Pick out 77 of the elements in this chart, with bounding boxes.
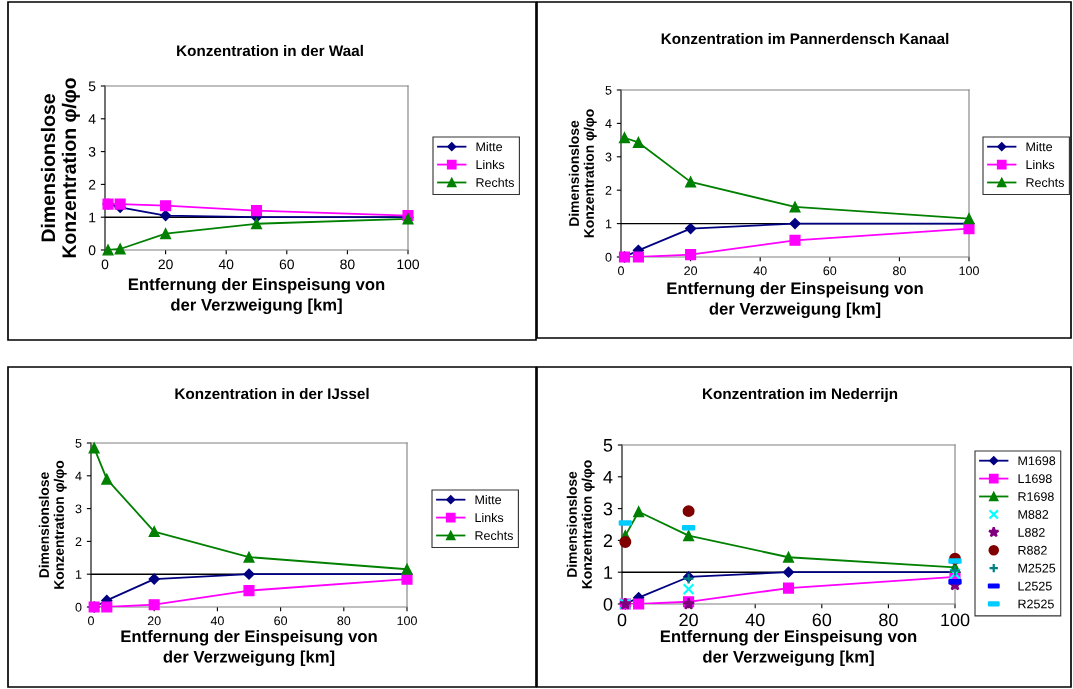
legend-label: M2525 (1018, 563, 1056, 573)
legend-label: Mitte (475, 495, 502, 505)
x-tick-label: 100 (397, 259, 420, 270)
y-axis-title: Dimensionslose Konzentration φ/φo (568, 109, 597, 238)
y-tick-label: 0 (88, 245, 96, 256)
chart-title: Konzentration in der Waal (177, 44, 363, 57)
x-axis-title: Entfernung der Einspeisung von der Verzweigung [km] (660, 629, 917, 667)
y-tick-label: 5 (603, 439, 613, 452)
legend-label: Mitte (476, 142, 503, 152)
y-tick-label: 4 (603, 470, 613, 484)
legend-label: Mitte (1026, 142, 1053, 152)
x-tick-label: 20 (147, 616, 161, 626)
y-tick-label: 1 (605, 219, 612, 229)
x-tick-label: 40 (218, 259, 234, 270)
x-tick-label: 80 (879, 613, 898, 627)
chart-title: Konzentration in der IJssel (175, 387, 369, 400)
y-tick-label: 5 (75, 438, 82, 448)
x-tick-label: 100 (397, 616, 417, 626)
legend-label: Links (476, 159, 505, 170)
legend-label: L1698 (1018, 474, 1052, 484)
x-axis-title: Entfernung der Einspeisung von der Verzweigung [km] (128, 277, 385, 315)
x-tick-label: 100 (959, 266, 979, 276)
x-tick-label: 60 (812, 613, 832, 627)
y-tick-label: 3 (75, 504, 82, 514)
x-tick-label: 80 (337, 616, 351, 626)
chart-title: Konzentration im Pannerdensch Kanaal (661, 32, 949, 45)
x-tick-label: 40 (753, 266, 767, 276)
x-axis-title: Entfernung der Einspeisung von der Verzweigung [km] (667, 281, 923, 319)
x-tick-label: 0 (617, 613, 627, 627)
x-tick-label: 80 (340, 259, 355, 270)
y-tick-label: 3 (603, 502, 613, 516)
legend-label: M1698 (1018, 456, 1056, 466)
y-tick-label: 5 (88, 81, 96, 92)
y-tick-label: 0 (75, 602, 82, 612)
y-tick-label: 1 (604, 566, 613, 579)
x-tick-label: 60 (279, 259, 294, 270)
x-tick-label: 60 (823, 266, 837, 276)
y-tick-label: 1 (75, 570, 82, 579)
y-tick-label: 2 (75, 537, 82, 546)
y-tick-label: 4 (605, 119, 612, 128)
legend-label: R2525 (1018, 599, 1054, 609)
chart-title: Konzentration im Nederrijn (702, 387, 898, 403)
y-tick-label: 3 (605, 152, 612, 162)
legend-label: R882 (1018, 545, 1047, 555)
y-tick-label: 2 (603, 534, 613, 547)
x-tick-label: 100 (941, 613, 970, 627)
legend-label: Links (1026, 159, 1055, 170)
legend-label: Rechts (476, 177, 514, 187)
x-tick-label: 40 (210, 616, 224, 626)
y-tick-label: 4 (88, 114, 96, 124)
x-tick-label: 60 (274, 616, 288, 626)
y-tick-label: 0 (603, 597, 613, 611)
x-tick-label: 80 (892, 266, 906, 276)
x-tick-label: 20 (679, 613, 698, 627)
x-tick-label: 20 (684, 266, 698, 276)
legend-label: M882 (1018, 510, 1049, 519)
x-tick-label: 40 (745, 613, 765, 627)
legend-label: L2525 (1018, 581, 1052, 591)
x-axis-title: Entfernung der Einspeisung von der Verzweigung [km] (121, 629, 377, 667)
y-tick-label: 5 (605, 85, 612, 95)
x-tick-label: 0 (618, 266, 624, 276)
y-tick-label: 0 (605, 252, 612, 262)
legend-label: R1698 (1018, 492, 1054, 501)
y-axis-title: Dimensionslose Konzentration φ/φo (566, 460, 595, 589)
y-tick-label: 2 (88, 179, 96, 190)
y-axis-title: Dimensionslose Konzentration φ/φo (40, 78, 80, 258)
legend-label: Links (475, 512, 504, 523)
legend-label: Rechts (1026, 177, 1064, 187)
x-tick-label: 0 (101, 259, 109, 270)
y-tick-label: 4 (75, 471, 82, 481)
y-tick-label: 2 (605, 186, 612, 195)
legend-label: Rechts (475, 530, 513, 540)
y-axis-title: Dimensionslose Konzentration φ/φo (38, 460, 67, 589)
y-tick-label: 1 (89, 212, 96, 223)
legend-label: L882 (1018, 527, 1045, 537)
x-tick-label: 20 (158, 259, 173, 270)
y-tick-label: 3 (88, 146, 96, 157)
